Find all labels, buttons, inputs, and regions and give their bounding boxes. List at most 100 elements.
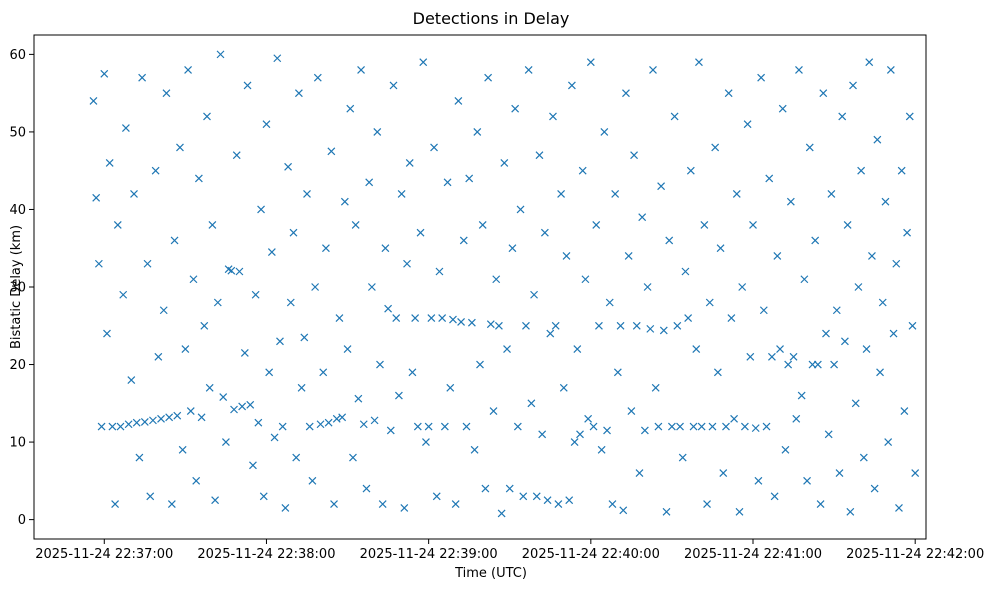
data-point <box>695 58 703 67</box>
data-point <box>313 73 322 82</box>
data-point <box>189 275 198 284</box>
data-point <box>832 306 841 315</box>
data-point <box>203 112 211 121</box>
data-point <box>868 252 876 260</box>
data-point <box>394 391 403 400</box>
data-point <box>511 104 520 113</box>
data-point <box>708 422 717 431</box>
data-point <box>635 469 644 478</box>
data-point <box>592 221 601 229</box>
data-point <box>759 306 768 315</box>
data-point <box>551 321 560 330</box>
data-point <box>211 496 220 505</box>
data-point <box>727 314 736 322</box>
data-point <box>503 345 511 353</box>
data-point <box>424 422 433 431</box>
data-point <box>578 166 587 175</box>
data-point <box>408 368 417 377</box>
data-point <box>470 445 479 454</box>
data-point <box>813 360 822 369</box>
y-axis-ticks: 0 10 20 30 40 50 60 <box>9 48 34 528</box>
x-tick-label: 2025-11-24 22:41:00 <box>684 547 822 562</box>
data-point <box>281 504 290 512</box>
data-point <box>132 418 141 427</box>
data-point <box>362 484 371 493</box>
data-point <box>657 182 666 191</box>
data-point <box>705 298 714 307</box>
data-point <box>581 275 590 284</box>
data-point <box>105 159 114 167</box>
data-point <box>659 326 668 335</box>
data-point <box>251 290 260 299</box>
data-point <box>278 422 287 431</box>
data-point <box>113 221 122 229</box>
data-point <box>373 127 382 136</box>
data-point <box>232 151 241 160</box>
data-point <box>686 166 695 175</box>
data-point <box>535 151 544 160</box>
data-point <box>100 69 109 78</box>
data-point <box>784 360 793 369</box>
data-point <box>849 81 857 90</box>
data-point <box>308 476 317 485</box>
data-point <box>178 445 187 454</box>
data-point <box>724 89 733 98</box>
data-point <box>711 143 720 152</box>
data-point <box>862 345 871 353</box>
data-point <box>816 500 825 509</box>
data-point <box>240 348 249 357</box>
data-point <box>130 190 138 198</box>
data-point <box>505 484 514 493</box>
data-point <box>478 221 487 229</box>
data-point <box>562 252 571 260</box>
data-point <box>638 213 647 222</box>
data-point <box>357 65 365 74</box>
data-point <box>419 58 428 67</box>
data-point <box>776 345 784 353</box>
data-point <box>643 283 652 291</box>
data-point <box>303 190 311 198</box>
data-point <box>608 500 617 509</box>
data-point <box>730 414 739 423</box>
data-point <box>516 205 525 214</box>
data-point <box>840 337 849 346</box>
data-point <box>878 298 887 307</box>
data-point <box>367 283 376 291</box>
data-point <box>859 453 868 462</box>
data-point <box>527 399 536 408</box>
data-point <box>846 507 855 516</box>
data-point <box>851 399 860 408</box>
data-point <box>603 426 611 435</box>
data-point <box>692 345 701 353</box>
data-point <box>119 290 128 299</box>
scatter-points <box>89 50 920 518</box>
data-point <box>170 236 179 245</box>
data-point <box>259 492 268 501</box>
data-point <box>530 290 538 299</box>
data-point <box>413 422 422 431</box>
data-point <box>324 418 333 427</box>
data-point <box>632 321 641 330</box>
data-point <box>354 394 363 403</box>
data-point <box>243 81 252 90</box>
data-point <box>270 433 279 442</box>
data-point <box>351 221 360 229</box>
y-axis-label: Bistatic Delay (km) <box>9 225 24 349</box>
data-point <box>376 360 384 369</box>
data-point <box>830 360 839 369</box>
data-point <box>146 492 155 501</box>
data-point <box>624 252 633 260</box>
data-point <box>416 228 425 237</box>
data-point <box>824 430 833 439</box>
data-point <box>184 65 192 74</box>
data-point <box>327 147 336 156</box>
data-point <box>911 469 920 478</box>
data-point <box>238 402 247 411</box>
data-point <box>786 197 795 206</box>
data-point <box>773 252 782 260</box>
x-tick-label: 2025-11-24 22:42:00 <box>846 547 984 562</box>
data-point <box>116 422 125 431</box>
data-point <box>459 236 468 245</box>
data-point <box>546 329 555 338</box>
data-point <box>616 321 625 330</box>
